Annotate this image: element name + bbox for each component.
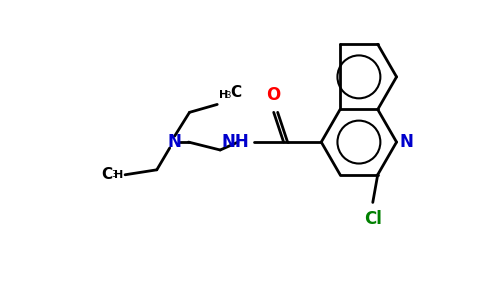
- Text: O: O: [267, 86, 281, 104]
- Text: Cl: Cl: [364, 210, 382, 228]
- Text: 3: 3: [225, 92, 230, 100]
- Text: C: C: [230, 85, 241, 100]
- Text: C: C: [101, 167, 112, 182]
- Text: H: H: [219, 91, 228, 100]
- Text: N: N: [399, 133, 413, 151]
- Text: NH: NH: [221, 133, 249, 151]
- Text: H: H: [114, 170, 123, 180]
- Text: N: N: [167, 133, 182, 151]
- Text: 3: 3: [112, 170, 117, 179]
